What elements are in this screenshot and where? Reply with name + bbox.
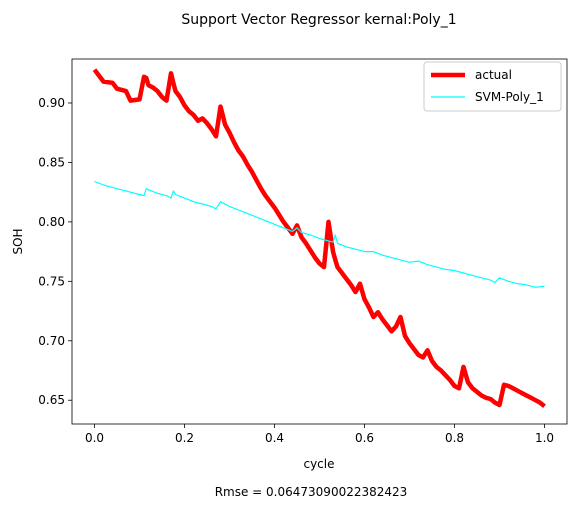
y-tick-label: 0.70 bbox=[38, 334, 65, 348]
x-tick-label: 0.4 bbox=[265, 431, 284, 445]
x-tick-label: 0.2 bbox=[175, 431, 194, 445]
legend-label: actual bbox=[475, 68, 512, 82]
y-tick-label: 0.85 bbox=[38, 155, 65, 169]
plot-frame bbox=[71, 58, 568, 425]
x-axis-label: cycle bbox=[303, 457, 334, 471]
x-tick-label: 0.8 bbox=[445, 431, 464, 445]
y-axis-label: SOH bbox=[11, 228, 25, 254]
y-tick-label: 0.65 bbox=[38, 393, 65, 407]
legend-label: SVM-Poly_1 bbox=[475, 90, 544, 104]
y-tick-label: 0.80 bbox=[38, 215, 65, 229]
y-tick-label: 0.90 bbox=[38, 96, 65, 110]
rmse-footer: Rmse = 0.06473090022382423 bbox=[215, 485, 408, 499]
series-line-actual bbox=[92, 68, 546, 408]
chart-title: Support Vector Regressor kernal:Poly_1 bbox=[181, 12, 456, 28]
y-tick-label: 0.75 bbox=[38, 274, 65, 288]
x-tick-label: 1.0 bbox=[535, 431, 554, 445]
series-line-svm-poly-1 bbox=[94, 180, 545, 288]
x-tick-label: 0.6 bbox=[355, 431, 374, 445]
plot-area bbox=[92, 68, 546, 408]
x-tick-label: 0.0 bbox=[85, 431, 104, 445]
legend: actual SVM-Poly_1 bbox=[423, 61, 562, 112]
